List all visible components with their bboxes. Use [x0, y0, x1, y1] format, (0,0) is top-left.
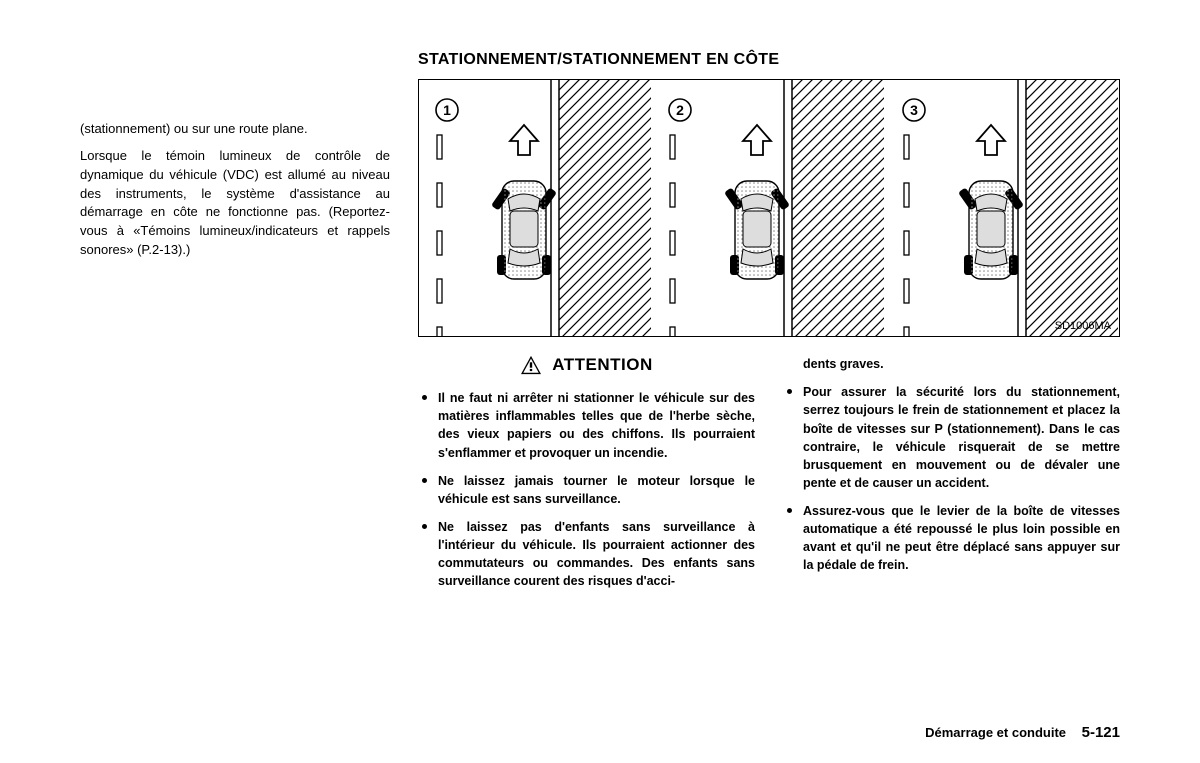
section-title: STATIONNEMENT/STATIONNEMENT EN CÔTE [418, 50, 1120, 69]
diagram-panel: 3 [886, 80, 1119, 336]
parking-diagram: 1 2 3 SD1006MA [418, 79, 1120, 337]
attention-left-column: ATTENTION Il ne faut ni arrêter ni stati… [418, 355, 755, 600]
right-column: STATIONNEMENT/STATIONNEMENT EN CÔTE 1 2 [418, 50, 1120, 733]
attention-header: ATTENTION [418, 355, 755, 375]
diagram-panel: 2 [652, 80, 885, 336]
attention-section: ATTENTION Il ne faut ni arrêter ni stati… [418, 355, 1120, 600]
chapter-name: Démarrage et conduite [925, 725, 1066, 740]
figure-reference: SD1006MA [1055, 320, 1111, 332]
left-column: (stationnement) ou sur une route plane. … [80, 50, 390, 733]
paragraph: Lorsque le témoin lumineux de contrôle d… [80, 147, 390, 260]
attention-item: Il ne faut ni arrêter ni stationner le v… [418, 389, 755, 462]
diagram-panel: 1 [419, 80, 652, 336]
attention-continuation: dents graves. [783, 355, 1120, 373]
attention-list-right: Pour assurer la sécurité lors du station… [783, 383, 1120, 574]
page-footer: Démarrage et conduite 5-121 [925, 724, 1120, 741]
svg-text:1: 1 [443, 102, 451, 118]
manual-page: (stationnement) ou sur une route plane. … [80, 50, 1120, 733]
attention-item: Assurez-vous que le levier de la boîte d… [783, 502, 1120, 575]
attention-right-column: dents graves. Pour assurer la sécurité l… [783, 355, 1120, 600]
page-number: 5-121 [1082, 724, 1120, 741]
attention-item: Ne laissez jamais tourner le moteur lors… [418, 472, 755, 508]
attention-label: ATTENTION [552, 355, 653, 375]
attention-item: Ne laissez pas d'enfants sans surveillan… [418, 518, 755, 591]
paragraph: (stationnement) ou sur une route plane. [80, 120, 390, 139]
svg-text:3: 3 [910, 102, 918, 118]
attention-list-left: Il ne faut ni arrêter ni stationner le v… [418, 389, 755, 590]
svg-text:2: 2 [676, 102, 684, 118]
attention-item: Pour assurer la sécurité lors du station… [783, 383, 1120, 492]
warning-triangle-icon [520, 355, 542, 375]
